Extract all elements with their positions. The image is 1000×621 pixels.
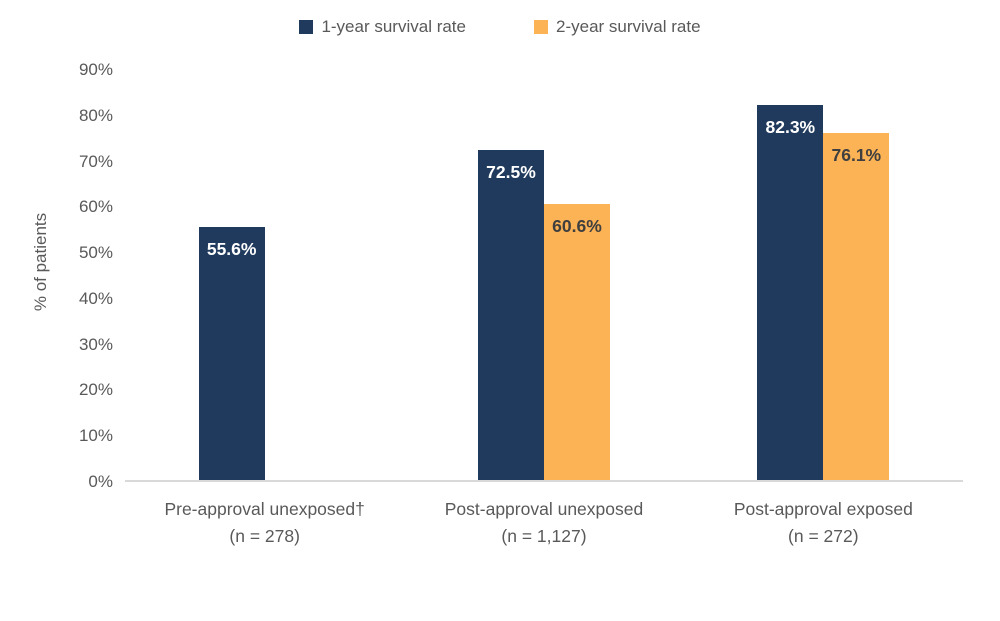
y-tick-label: 30% <box>78 334 113 354</box>
legend-swatch-1-year-icon <box>299 20 314 34</box>
bar-data-label: 82.3% <box>765 117 816 138</box>
bar-group-post-approval-exposed: 82.3% 76.1% <box>684 70 963 480</box>
legend: 1-year survival rate 2-year survival rat… <box>0 17 1000 37</box>
bar-data-label: 72.5% <box>486 161 536 182</box>
bar-1-year-survival-rate-post-approval-unexposed: 72.5% <box>477 149 544 480</box>
y-tick-label: 20% <box>78 380 113 400</box>
bar-1-year-survival-rate-pre-approval-unexposed: 55.6% <box>198 226 265 480</box>
y-tick-label: 80% <box>78 105 113 125</box>
bar-2-year-survival-rate-post-approval-unexposed: 60.6% <box>543 203 610 480</box>
y-tick-label: 70% <box>78 151 113 171</box>
bar-1-year-survival-rate-post-approval-exposed: 82.3% <box>757 105 824 480</box>
plot-area: 55.6% 72.5% 60.6% 82.3% 76.1% <box>125 70 963 482</box>
legend-swatch-2-year-icon <box>534 20 548 34</box>
category-n-count: (n = 272) <box>788 526 859 546</box>
y-tick-label: 40% <box>78 288 113 308</box>
category-n-count: (n = 1,127) <box>501 526 587 546</box>
y-tick-label: 50% <box>78 243 113 263</box>
category-n-count: (n = 278) <box>229 526 300 546</box>
category-name: Pre-approval unexposed† <box>164 499 365 519</box>
category-name: Post-approval unexposed <box>444 499 644 519</box>
bar-data-label: 76.1% <box>831 145 882 166</box>
y-tick-label: 60% <box>78 197 113 217</box>
category-name: Post-approval exposed <box>733 499 913 519</box>
bar-group-pre-approval-unexposed: 55.6% <box>125 70 404 480</box>
y-tick-label: 90% <box>78 60 113 79</box>
y-tick-label: 0% <box>88 472 113 491</box>
legend-item-1-year: 1-year survival rate <box>299 17 466 37</box>
legend-label-1-year: 1-year survival rate <box>321 17 466 36</box>
x-category-label-post-approval-exposed: Post-approval exposed (n = 272) <box>684 496 963 550</box>
x-category-label-pre-approval-unexposed: Pre-approval unexposed† (n = 278) <box>125 496 404 550</box>
bar-data-label: 60.6% <box>552 215 602 236</box>
x-category-label-post-approval-unexposed: Post-approval unexposed (n = 1,127) <box>404 496 683 550</box>
y-tick-label: 10% <box>78 426 113 446</box>
legend-item-2-year: 2-year survival rate <box>534 17 701 37</box>
bar-2-year-survival-rate-post-approval-exposed: 76.1% <box>823 133 890 480</box>
bar-data-label: 55.6% <box>206 238 257 259</box>
legend-label-2-year: 2-year survival rate <box>556 17 701 36</box>
bar-group-post-approval-unexposed: 72.5% 60.6% <box>404 70 683 480</box>
